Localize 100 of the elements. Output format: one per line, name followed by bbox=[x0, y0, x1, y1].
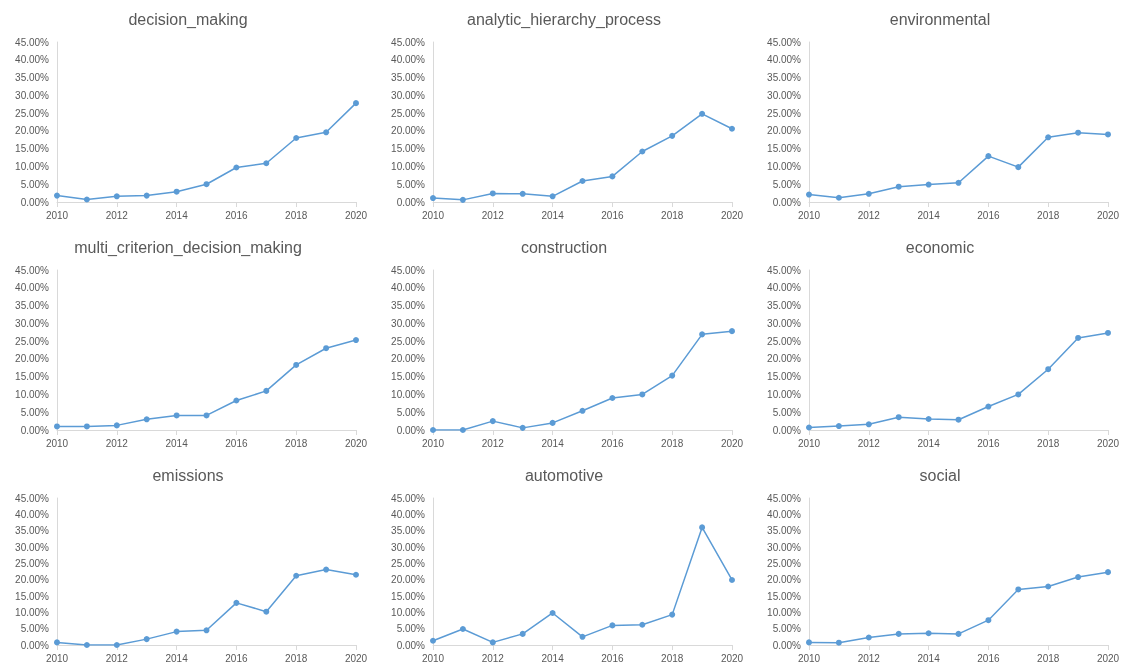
point bbox=[83, 423, 90, 430]
point bbox=[865, 634, 872, 641]
point bbox=[985, 617, 992, 624]
y-tick-label: 5.00% bbox=[396, 178, 426, 190]
y-tick-label: 0.00% bbox=[20, 196, 50, 208]
y-tick-label: 45.00% bbox=[391, 492, 426, 504]
x-tick-label: 2018 bbox=[285, 437, 308, 449]
y-tick-label: 5.00% bbox=[772, 406, 802, 418]
point bbox=[699, 524, 706, 531]
y-tick-label: 5.00% bbox=[772, 178, 802, 190]
point bbox=[925, 415, 932, 422]
chart-title: economic bbox=[905, 238, 975, 256]
y-tick-label: 15.00% bbox=[391, 143, 426, 155]
point bbox=[549, 419, 556, 426]
x-tick-label: 2014 bbox=[917, 209, 941, 221]
x-tick-label: 2010 bbox=[421, 209, 445, 221]
y-tick-label: 40.00% bbox=[767, 282, 802, 294]
y-tick-label: 35.00% bbox=[391, 300, 426, 312]
chart-title: analytic_hierarchy_process bbox=[467, 10, 661, 29]
y-tick-label: 40.00% bbox=[391, 54, 426, 66]
point bbox=[459, 427, 466, 433]
point bbox=[353, 100, 359, 107]
x-tick-label: 2010 bbox=[45, 209, 69, 221]
point bbox=[925, 181, 932, 188]
x-tick-label: 2010 bbox=[421, 652, 445, 664]
y-tick-label: 35.00% bbox=[767, 72, 802, 84]
y-tick-label: 40.00% bbox=[391, 282, 426, 294]
y-tick-label: 30.00% bbox=[767, 541, 802, 553]
point bbox=[1045, 134, 1052, 141]
y-tick-label: 45.00% bbox=[391, 264, 426, 276]
y-tick-label: 25.00% bbox=[767, 107, 802, 119]
y-tick-label: 30.00% bbox=[767, 89, 802, 101]
y-tick-label: 10.00% bbox=[767, 606, 802, 618]
x-tick-label: 2010 bbox=[797, 209, 821, 221]
x-tick-label: 2016 bbox=[977, 652, 1000, 664]
point bbox=[203, 181, 210, 188]
y-tick-label: 40.00% bbox=[15, 282, 50, 294]
point bbox=[669, 132, 676, 139]
y-tick-label: 0.00% bbox=[20, 639, 50, 651]
point bbox=[639, 148, 646, 155]
point bbox=[609, 173, 616, 180]
y-tick-label: 40.00% bbox=[15, 54, 50, 66]
point bbox=[203, 412, 210, 419]
point bbox=[459, 625, 466, 632]
y-tick-label: 35.00% bbox=[15, 72, 50, 84]
point bbox=[459, 196, 466, 203]
x-tick-label: 2012 bbox=[857, 437, 881, 449]
y-tick-label: 20.00% bbox=[767, 125, 802, 137]
y-tick-label: 30.00% bbox=[15, 541, 50, 553]
y-tick-label: 0.00% bbox=[772, 196, 802, 208]
point bbox=[353, 337, 359, 344]
point bbox=[263, 387, 270, 394]
x-tick-label: 2016 bbox=[225, 437, 248, 449]
point bbox=[489, 639, 496, 646]
point bbox=[895, 630, 902, 637]
point bbox=[609, 395, 616, 401]
x-tick-label: 2020 bbox=[720, 437, 744, 449]
y-tick-label: 25.00% bbox=[391, 557, 426, 569]
x-tick-label: 2014 bbox=[165, 209, 189, 221]
y-tick-label: 0.00% bbox=[396, 196, 426, 208]
point bbox=[579, 633, 586, 640]
point bbox=[54, 192, 60, 199]
y-tick-label: 0.00% bbox=[772, 424, 802, 436]
y-tick-label: 5.00% bbox=[20, 406, 50, 418]
x-tick-label: 2010 bbox=[45, 652, 69, 664]
point bbox=[549, 609, 556, 616]
point bbox=[835, 423, 842, 430]
x-tick-label: 2014 bbox=[541, 437, 565, 449]
y-tick-label: 5.00% bbox=[772, 623, 802, 635]
y-tick-label: 15.00% bbox=[767, 143, 802, 155]
x-tick-label: 2014 bbox=[541, 652, 565, 664]
y-tick-label: 30.00% bbox=[391, 317, 426, 329]
y-tick-label: 25.00% bbox=[15, 107, 50, 119]
x-tick-label: 2016 bbox=[601, 652, 624, 664]
y-tick-label: 30.00% bbox=[767, 317, 802, 329]
x-tick-label: 2012 bbox=[105, 437, 129, 449]
y-tick-label: 20.00% bbox=[391, 574, 426, 586]
y-tick-label: 35.00% bbox=[391, 72, 426, 84]
point bbox=[430, 637, 436, 644]
point bbox=[323, 345, 330, 352]
point bbox=[806, 639, 812, 646]
chart-title: automotive bbox=[524, 466, 604, 484]
x-tick-label: 2016 bbox=[225, 209, 248, 221]
y-tick-label: 15.00% bbox=[767, 590, 802, 602]
y-tick-label: 5.00% bbox=[396, 623, 426, 635]
x-tick-label: 2012 bbox=[857, 209, 881, 221]
point bbox=[549, 193, 556, 200]
point bbox=[579, 407, 586, 414]
y-tick-label: 40.00% bbox=[391, 508, 426, 520]
y-tick-label: 15.00% bbox=[15, 371, 50, 383]
y-tick-label: 20.00% bbox=[391, 125, 426, 137]
x-tick-label: 2014 bbox=[917, 437, 941, 449]
y-tick-label: 25.00% bbox=[15, 335, 50, 347]
y-tick-label: 45.00% bbox=[767, 264, 802, 276]
y-tick-label: 45.00% bbox=[15, 264, 50, 276]
point bbox=[113, 422, 120, 429]
point bbox=[233, 397, 240, 404]
point bbox=[143, 192, 150, 199]
point bbox=[173, 628, 180, 635]
y-tick-label: 25.00% bbox=[15, 557, 50, 569]
